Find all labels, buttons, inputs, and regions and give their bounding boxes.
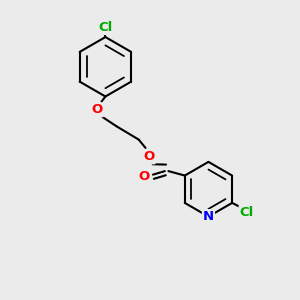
- Text: Cl: Cl: [98, 21, 112, 34]
- Text: Cl: Cl: [240, 206, 254, 219]
- Text: O: O: [92, 103, 103, 116]
- Text: N: N: [203, 210, 214, 223]
- Text: O: O: [143, 150, 155, 163]
- Text: O: O: [138, 170, 150, 183]
